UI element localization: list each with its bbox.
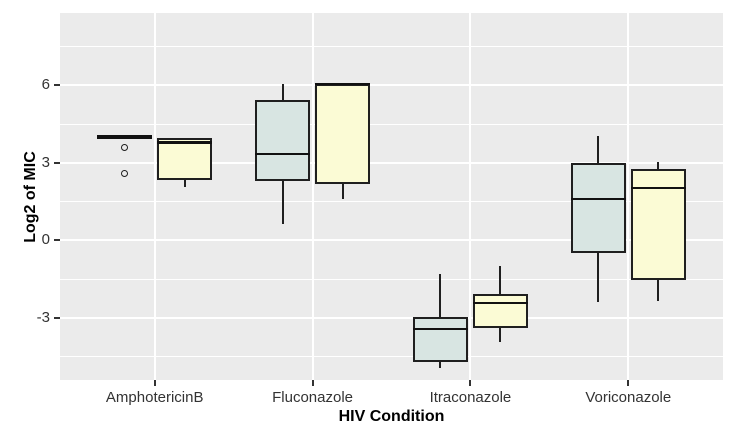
boxplot-median (412, 327, 468, 331)
major-gridline (60, 239, 723, 242)
y-axis-tick (54, 316, 60, 319)
y-tick-label: 0 (41, 231, 50, 249)
x-tick-label: Itraconazole (429, 389, 512, 406)
major-gridline (60, 161, 723, 164)
minor-gridline (60, 46, 723, 48)
x-axis-title: HIV Condition (338, 408, 445, 425)
whisker-lower (597, 252, 600, 303)
boxplot-box (255, 99, 311, 181)
whisker-lower (183, 180, 186, 188)
x-tick-label: AmphotericinB (105, 389, 204, 406)
major-gridline-vertical (627, 13, 630, 380)
x-axis-tick (627, 380, 630, 386)
boxplot-median (315, 82, 371, 86)
x-axis-tick (311, 380, 314, 386)
x-axis-tick (153, 380, 156, 386)
boxplot-median (570, 197, 626, 201)
x-tick-label: Voriconazole (585, 389, 672, 406)
major-gridline (60, 316, 723, 319)
outlier-point (121, 143, 129, 151)
whisker-upper (281, 84, 284, 100)
major-gridline-vertical (469, 13, 472, 380)
y-tick-label: 3 (41, 153, 50, 171)
major-gridline (60, 84, 723, 87)
whisker-upper (597, 135, 600, 163)
y-tick-label: 6 (41, 76, 50, 94)
major-gridline-vertical (153, 13, 156, 380)
boxplot-median (255, 152, 311, 156)
whisker-lower (439, 362, 442, 368)
boxplot-box (630, 168, 686, 281)
x-axis-tick (469, 380, 472, 386)
y-axis-tick (54, 84, 60, 87)
minor-gridline (60, 123, 723, 125)
minor-gridline (60, 356, 723, 358)
whisker-upper (499, 265, 502, 295)
whisker-lower (281, 180, 284, 224)
boxplot-median (157, 141, 213, 144)
boxplot-box (412, 316, 468, 363)
whisker-upper (657, 161, 660, 169)
boxplot-median (630, 186, 686, 190)
y-axis-title: Log2 of MIC (22, 150, 39, 243)
boxplot-box (570, 162, 626, 253)
minor-gridline (60, 201, 723, 203)
boxplot-collapsed-median (97, 135, 153, 140)
boxplot-box (315, 84, 371, 184)
boxplot-box (157, 137, 213, 181)
whisker-lower (341, 183, 344, 199)
major-gridline-vertical (311, 13, 314, 380)
whisker-upper (439, 274, 442, 317)
y-axis-tick (54, 239, 60, 242)
x-tick-label: Fluconazole (272, 389, 353, 406)
whisker-lower (499, 327, 502, 342)
boxplot-box (472, 294, 528, 328)
boxplot-median (472, 301, 528, 305)
outlier-point (121, 169, 129, 177)
whisker-lower (657, 280, 660, 301)
minor-gridline (60, 278, 723, 280)
y-tick-label: -3 (36, 308, 50, 326)
y-axis-tick (54, 161, 60, 164)
